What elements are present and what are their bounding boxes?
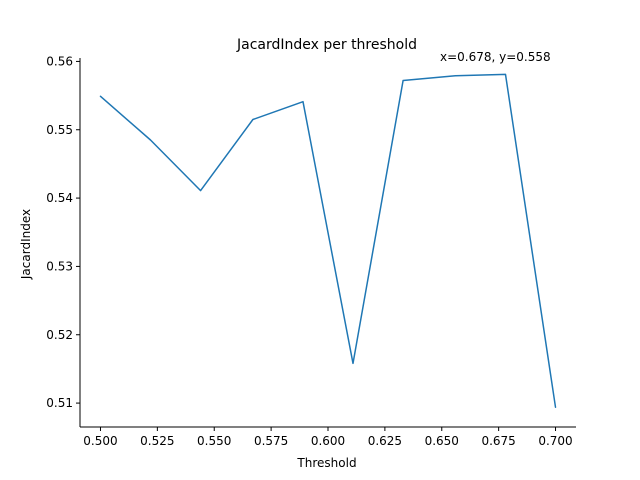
x-tick-label: 0.525 [140,434,174,448]
chart-title: JacardIndex per threshold [236,37,417,53]
x-tick-label: 0.700 [538,434,572,448]
series-line [99,73,557,408]
x-tick-label: 0.550 [197,434,231,448]
x-tick-label: 0.625 [368,434,402,448]
hover-annotation: x=0.678, y=0.558 [440,50,551,64]
y-tick-label: 0.54 [46,191,73,205]
y-tick-label: 0.53 [46,259,73,273]
y-tick-label: 0.56 [46,54,73,68]
y-tick-label: 0.55 [46,123,73,137]
x-tick-label: 0.600 [311,434,345,448]
x-tick-label: 0.500 [83,434,117,448]
x-axis-label: Threshold [296,456,356,470]
x-axis-ticks: 0.500 0.525 0.550 0.575 0.600 0.625 0.650 0.675… [83,427,573,448]
y-tick-label: 0.52 [46,328,73,342]
x-tick-label: 0.650 [425,434,459,448]
x-tick-label: 0.575 [254,434,288,448]
axes [79,58,576,428]
series-layer [99,73,557,408]
y-axis-label: JacardIndex [19,209,33,280]
y-tick-label: 0.51 [46,396,73,410]
y-axis-ticks: 0.51 0.52 0.53 0.54 0.55 0.56 [46,54,80,410]
x-tick-label: 0.675 [481,434,515,448]
